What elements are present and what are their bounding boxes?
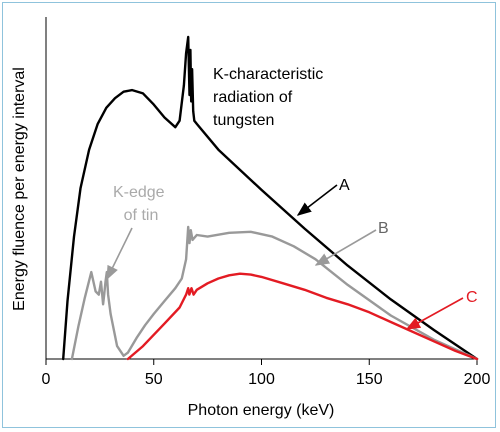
label-a-arrow [296, 184, 338, 216]
label-c-arrow [405, 297, 464, 330]
x-tick-label-0: 0 [42, 371, 51, 388]
label-c: C [466, 289, 478, 306]
series-line-b [70, 225, 479, 361]
x-tick-label-150: 150 [356, 371, 383, 388]
series-line-c [126, 272, 479, 361]
annotation-k-characteristic-line1: K-characteristic [213, 66, 323, 83]
x-tick-label-100: 100 [248, 371, 275, 388]
chart-frame: 0 50 100 150 200 Photon energy (keV) Energy … [2, 2, 496, 428]
annotation-k-edge-line1: K-edge [113, 184, 165, 201]
label-a: A [339, 177, 350, 194]
spectrum-chart: 0 50 100 150 200 Photon energy (keV) Energy … [11, 17, 491, 419]
annotation-k-edge: K-edge of tin [113, 184, 169, 224]
annotation-k-characteristic: K-characteristic radiation of tungsten [213, 66, 328, 129]
series-line-a [62, 35, 479, 361]
x-tick-label-200: 200 [464, 371, 491, 388]
annotation-k-characteristic-line2: radiation of [213, 89, 293, 106]
label-b: B [378, 220, 389, 237]
annotation-k-edge-arrow [106, 227, 133, 281]
x-axis-label: Photon energy (keV) [188, 402, 335, 419]
label-b-arrow [314, 229, 377, 266]
annotation-k-edge-line2: of tin [124, 207, 159, 224]
y-axis-label: Energy fluence per energy interval [11, 67, 28, 311]
annotation-k-characteristic-line3: tungsten [213, 112, 274, 129]
x-tick-label-50: 50 [145, 371, 163, 388]
